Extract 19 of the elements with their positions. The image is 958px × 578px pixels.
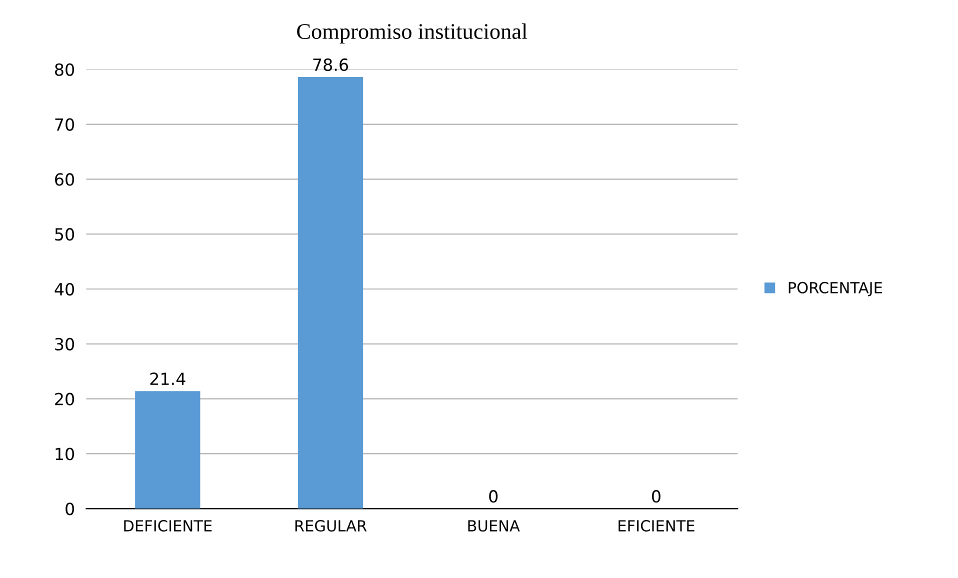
y-tick-label: 80 — [55, 63, 74, 76]
legend-label: PORCENTAJE — [788, 282, 882, 296]
y-tick-label: 20 — [55, 392, 74, 406]
y-tick-label: 70 — [55, 118, 74, 131]
data-label: 78.6 — [313, 58, 348, 72]
x-tick-label: REGULAR — [295, 520, 367, 532]
y-tick-label: 10 — [56, 448, 74, 460]
data-label: 21.4 — [150, 372, 186, 385]
data-label: 0 — [652, 490, 660, 503]
x-tick-label: DEFICIENTE — [124, 520, 212, 532]
y-tick-label: 0 — [66, 502, 74, 516]
y-tick-label: 30 — [55, 338, 74, 350]
x-tick-label: BUENA — [468, 520, 520, 532]
y-tick-label: 40 — [54, 282, 74, 296]
chart-title: Compromiso institucional — [297, 23, 528, 44]
data-label: 0 — [489, 490, 498, 503]
y-tick-label: 50 — [55, 228, 74, 241]
x-tick-label: EFICIENTE — [618, 520, 694, 532]
y-tick-label: 60 — [55, 173, 74, 186]
